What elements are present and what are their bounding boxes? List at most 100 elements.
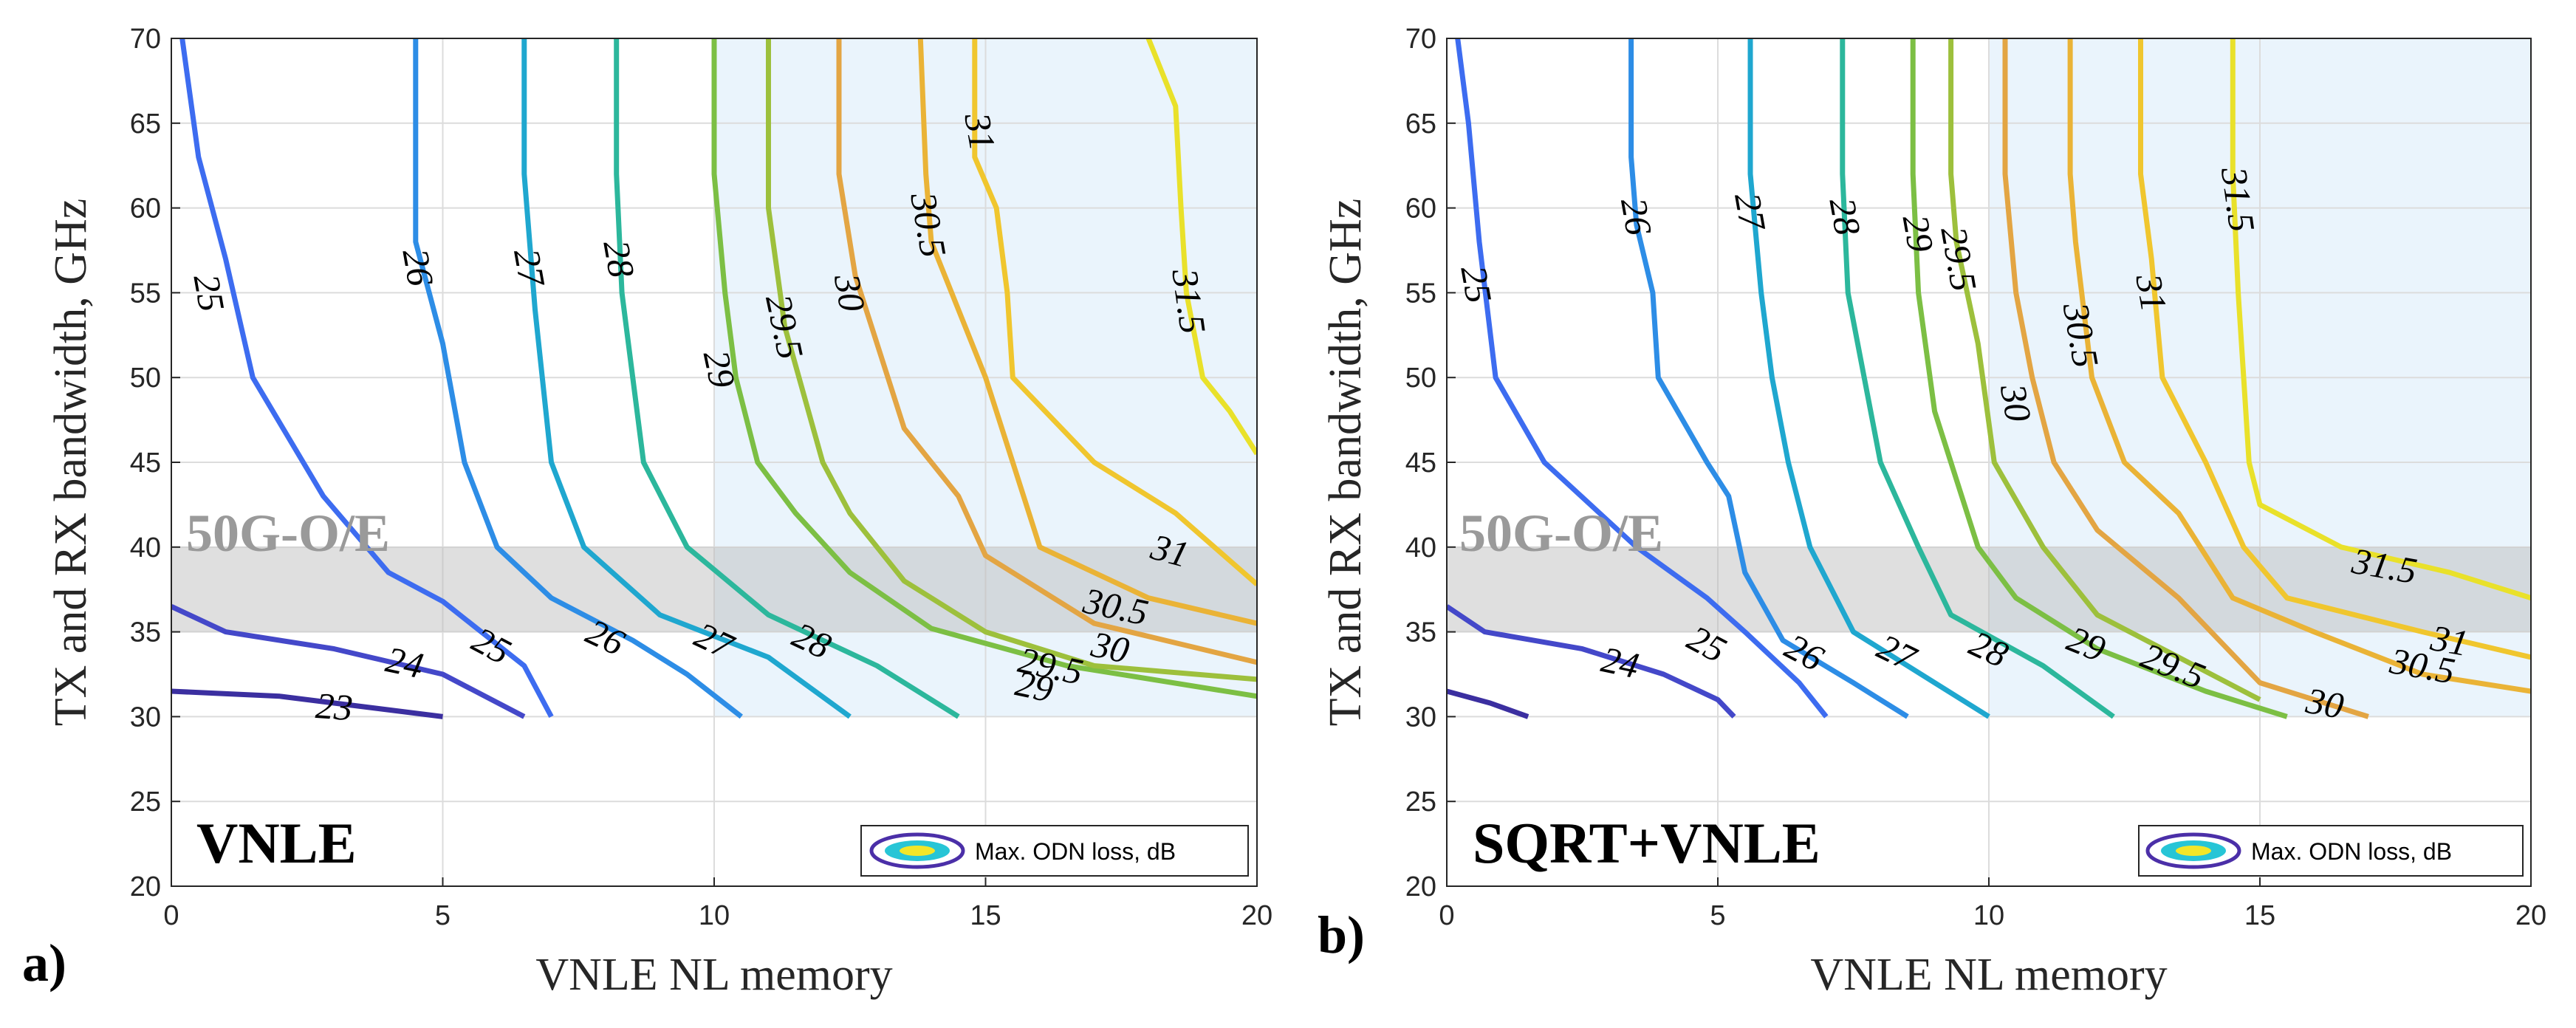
x-tick-label: 10 xyxy=(1973,900,2004,931)
contour-label-text: 27 xyxy=(506,245,553,290)
contour-label-text: 28 xyxy=(595,237,643,281)
contour-label-25: 25 xyxy=(186,271,233,315)
contour-29.5 xyxy=(766,38,1257,682)
contour-29 xyxy=(711,38,1257,699)
contour-label-29: 29 xyxy=(1012,662,1057,710)
y-tick-label: 40 xyxy=(1405,532,1436,563)
y-tick-label: 25 xyxy=(130,787,161,818)
x-axis-label: VNLE NL memory xyxy=(535,950,892,1000)
contour-label-text: 31.5 xyxy=(1164,266,1214,336)
contour-28 xyxy=(1840,38,2115,719)
legend-label: Max. ODN loss, dB xyxy=(2251,838,2452,865)
contour-label-29: 29 xyxy=(1895,212,1942,256)
contour-label-text: 31 xyxy=(956,109,1004,154)
method-label: VNLE xyxy=(196,811,357,875)
contour-label-text: 24 xyxy=(383,638,428,686)
contour-30.5 xyxy=(2067,38,2531,694)
region-label: 50G-O/E xyxy=(186,504,390,563)
contour-label-27: 27 xyxy=(506,245,553,290)
contour-label-26: 26 xyxy=(1613,195,1660,239)
y-tick-label: 55 xyxy=(130,278,161,309)
contour-26 xyxy=(1628,38,1909,719)
contour-label-24: 24 xyxy=(1598,638,1643,686)
contour-31.5 xyxy=(2230,38,2531,601)
legend-label: Max. ODN loss, dB xyxy=(975,838,1176,865)
y-tick-label: 70 xyxy=(130,24,161,55)
contour-label-text: 26 xyxy=(1613,195,1660,239)
contour-label-23: 23 xyxy=(315,685,354,728)
contour-27 xyxy=(1747,38,1990,719)
contour-27 xyxy=(521,38,852,719)
contour-label-text: 31 xyxy=(2128,270,2175,315)
contour-label-27: 27 xyxy=(1727,190,1774,235)
contour-label-text: 27 xyxy=(1727,190,1774,235)
contour-label-text: 25 xyxy=(1453,262,1500,306)
y-axis-label: TX and RX bandwidth, GHz xyxy=(1320,199,1371,727)
x-axis-label: VNLE NL memory xyxy=(1810,950,2167,1000)
y-tick-label: 35 xyxy=(1405,617,1436,648)
x-tick-label: 0 xyxy=(163,900,179,931)
contour-label-text: 30 xyxy=(826,270,874,315)
contour-label-text: 29 xyxy=(696,346,744,391)
x-tick-label: 5 xyxy=(435,900,451,931)
contour-23 xyxy=(171,688,443,719)
y-tick-label: 65 xyxy=(130,109,161,140)
contour-label-31: 31 xyxy=(1146,526,1193,575)
y-tick-label: 45 xyxy=(1405,448,1436,479)
contour-31.5 xyxy=(1145,38,1257,456)
contour-label-28: 28 xyxy=(1822,195,1869,239)
contour-label-31.5: 31.5 xyxy=(1164,266,1214,336)
panel-vnle: 23242525262627272828292929.529.5303030.5… xyxy=(22,24,1272,1000)
y-tick-label: 35 xyxy=(130,617,161,648)
panel-sqrt-vnle: 242525262627272828292929.529.5303030.530… xyxy=(1318,24,2546,1000)
contour-30 xyxy=(2002,38,2369,719)
contour-label-text: 31 xyxy=(2427,617,2471,664)
contour-label-30: 30 xyxy=(826,270,874,315)
contour-label-text: 31.5 xyxy=(2213,164,2264,234)
legend: Max. ODN loss, dB xyxy=(860,825,1249,877)
y-tick-label: 25 xyxy=(1405,787,1436,818)
contour-label-30: 30 xyxy=(2303,679,2347,727)
contour-25 xyxy=(1455,38,1829,719)
contour-label-31: 31 xyxy=(2128,270,2175,315)
x-tick-label: 10 xyxy=(699,900,730,931)
contour-label-text: 26 xyxy=(395,245,442,289)
contour-label-text: 30 xyxy=(1993,380,2040,425)
x-tick-label: 15 xyxy=(970,900,1001,931)
y-tick-label: 70 xyxy=(1405,24,1436,55)
x-tick-label: 20 xyxy=(1241,900,1272,931)
y-tick-label: 60 xyxy=(130,193,161,225)
y-axis-label: TX and RX bandwidth, GHz xyxy=(46,199,96,727)
contour-label-31: 31 xyxy=(956,109,1004,154)
x-tick-label: 5 xyxy=(1710,900,1725,931)
y-tick-label: 20 xyxy=(1405,871,1436,902)
contour-23 xyxy=(1447,688,1530,719)
contour-label-text: 23 xyxy=(315,685,354,728)
contour-label-28: 28 xyxy=(595,237,643,281)
legend-contour-icon-core xyxy=(2176,846,2211,856)
contour-28 xyxy=(614,38,960,719)
y-tick-label: 50 xyxy=(1405,363,1436,394)
legend: Max. ODN loss, dB xyxy=(2138,825,2524,877)
legend-contour-icon xyxy=(869,832,965,869)
y-tick-label: 30 xyxy=(1405,702,1436,733)
contour-label-text: 30 xyxy=(2303,679,2347,727)
contour-label-text: 24 xyxy=(1598,638,1643,686)
y-tick-label: 60 xyxy=(1405,193,1436,225)
method-label: SQRT+VNLE xyxy=(1473,811,1820,875)
y-tick-label: 20 xyxy=(130,871,161,902)
x-tick-label: 20 xyxy=(2515,900,2546,931)
y-tick-label: 30 xyxy=(130,702,161,733)
legend-contour-icon-core xyxy=(900,846,935,856)
y-tick-label: 55 xyxy=(1405,278,1436,309)
contour-26 xyxy=(413,38,743,719)
x-tick-label: 15 xyxy=(2244,900,2275,931)
y-tick-label: 45 xyxy=(130,448,161,479)
x-tick-label: 0 xyxy=(1439,900,1454,931)
contour-label-text: 30 xyxy=(1087,623,1133,671)
contour-31 xyxy=(2138,38,2531,660)
contour-label-text: 28 xyxy=(1822,195,1869,239)
contour-label-25: 25 xyxy=(1453,262,1500,306)
region-label: 50G-O/E xyxy=(1459,504,1663,563)
